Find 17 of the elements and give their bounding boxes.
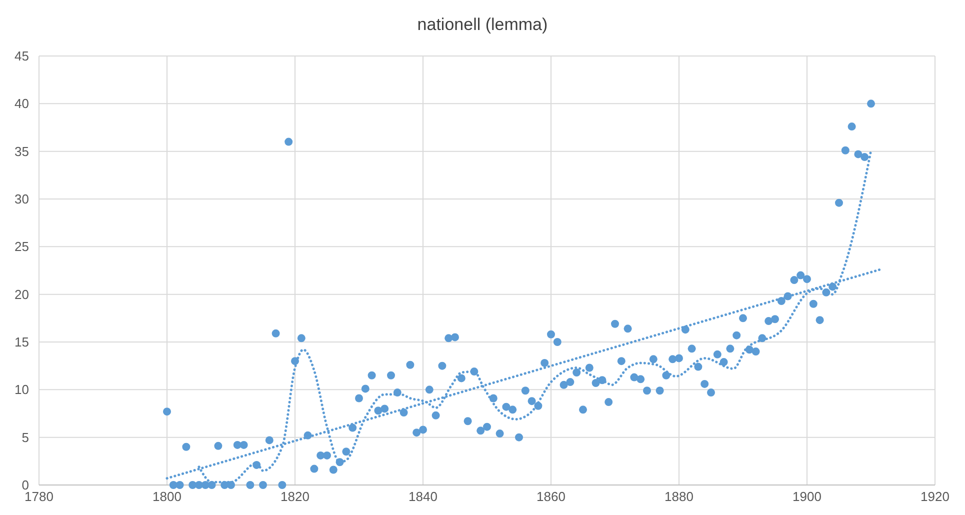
x-tick-label: 1860 <box>536 489 566 504</box>
y-tick-label: 20 <box>14 286 29 302</box>
y-tick-label: 35 <box>14 144 29 159</box>
x-tick-label: 1820 <box>280 489 310 504</box>
y-tick-label: 40 <box>14 96 29 112</box>
chart-title: nationell (lemma) <box>417 15 548 34</box>
y-tick-label: 30 <box>14 192 29 207</box>
x-tick-label: 1900 <box>792 489 822 504</box>
y-tick-label: 45 <box>14 48 29 64</box>
x-tick-label: 1840 <box>408 489 438 504</box>
y-tick-label: 10 <box>14 382 29 398</box>
y-tick-label: 15 <box>14 334 29 350</box>
y-tick-label: 5 <box>22 430 29 445</box>
x-tick-label: 1920 <box>920 489 950 504</box>
x-tick-label: 1800 <box>152 489 182 504</box>
y-tick-label: 25 <box>14 239 29 254</box>
x-tick-label: 1880 <box>664 489 694 504</box>
